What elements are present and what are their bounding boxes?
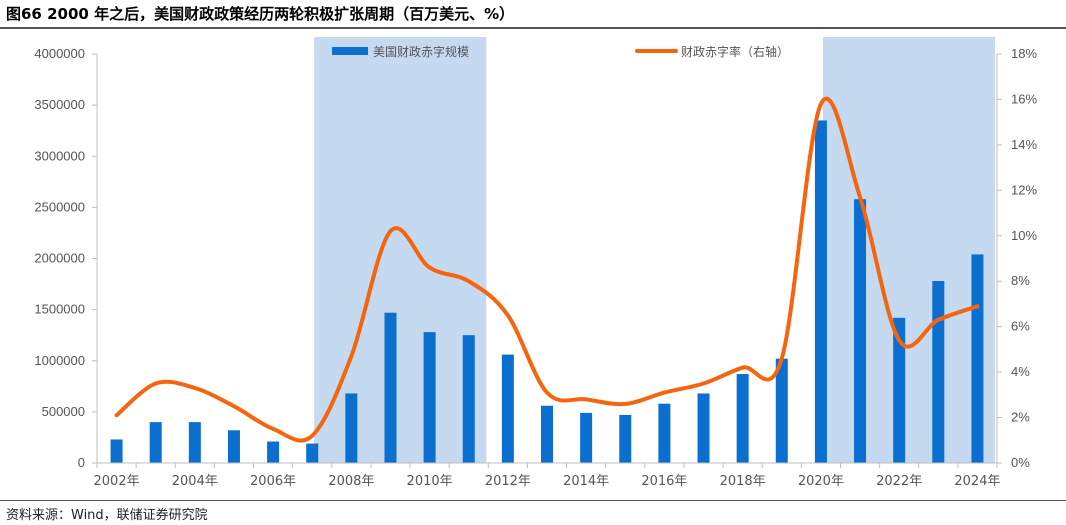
bar-2017年 xyxy=(697,393,710,463)
bar-2004年 xyxy=(188,422,201,463)
x-tick-label-2012年: 2012年 xyxy=(485,474,531,489)
legend: 美国财政赤字规模 财政赤字率（右轴） xyxy=(332,44,789,59)
left-tick-label: 3500000 xyxy=(34,97,85,112)
source-note: 资料来源：Wind，联储证券研究院 xyxy=(6,508,208,523)
shade-period-1 xyxy=(314,37,487,463)
bar-2005年 xyxy=(227,430,240,463)
bar-2006年 xyxy=(267,441,280,463)
x-tick-label-2014年: 2014年 xyxy=(563,474,609,489)
x-tick-label-2008年: 2008年 xyxy=(328,474,374,489)
legend-line-label: 财政赤字率（右轴） xyxy=(681,44,789,59)
right-tick-label: 2% xyxy=(1011,410,1030,425)
x-tick-label-2016年: 2016年 xyxy=(641,474,687,489)
left-axis-ticks: 0 500000 1000000 1500000 2000000 2500000 30000… xyxy=(34,46,97,470)
right-tick-label: 10% xyxy=(1011,228,1037,243)
x-tick-label-2002年: 2002年 xyxy=(94,474,140,489)
bar-2023年 xyxy=(932,280,945,463)
shaded-periods xyxy=(314,37,995,463)
right-tick-label: 12% xyxy=(1011,182,1037,197)
right-tick-label: 0% xyxy=(1011,455,1030,470)
bar-2011年 xyxy=(462,335,475,463)
x-tick-label-2006年: 2006年 xyxy=(250,474,296,489)
deficit-chart: 0 500000 1000000 1500000 2000000 2500000 30000… xyxy=(34,37,1037,489)
right-tick-label: 16% xyxy=(1011,91,1037,106)
bar-2009年 xyxy=(384,312,397,463)
bar-2015年 xyxy=(619,414,632,463)
bar-2003年 xyxy=(149,422,162,463)
x-tick-label-2022年: 2022年 xyxy=(876,474,922,489)
right-tick-label: 14% xyxy=(1011,137,1037,152)
deficit-rate-line xyxy=(114,96,980,443)
right-tick-label: 8% xyxy=(1011,273,1030,288)
bar-2013年 xyxy=(541,405,553,463)
left-tick-label: 1000000 xyxy=(34,353,85,368)
right-tick-label: 6% xyxy=(1011,319,1030,334)
left-tick-label: 1500000 xyxy=(34,302,85,317)
left-tick-label: 3000000 xyxy=(34,148,85,163)
bar-2019年 xyxy=(775,358,788,463)
right-tick-label: 4% xyxy=(1011,364,1030,379)
bar-2024年 xyxy=(971,254,984,463)
shade-period-2 xyxy=(822,37,995,463)
right-axis-ticks: 0% 2% 4% 6% 8% 10% 12% 14% 16% 18% xyxy=(997,46,1037,470)
deficit-bars xyxy=(110,120,984,464)
top-rule xyxy=(0,27,1066,29)
bar-2021年 xyxy=(854,199,867,463)
bar-2010年 xyxy=(423,332,436,463)
bar-2020年 xyxy=(814,120,827,464)
left-tick-label: 4000000 xyxy=(34,46,85,61)
x-axis-ticks: 2002年 2004年 2006年 2008年 2010年 2012年 2014年 2016年… xyxy=(94,463,1000,489)
left-tick-label: 500000 xyxy=(42,404,85,419)
bar-2008年 xyxy=(345,393,358,463)
bottom-rule xyxy=(0,500,1066,501)
legend-bar-swatch xyxy=(332,47,368,55)
bar-2002年 xyxy=(110,439,123,463)
x-tick-label-2018年: 2018年 xyxy=(720,474,766,489)
bar-2007年 xyxy=(306,443,319,463)
x-tick-label-2024年: 2024年 xyxy=(954,474,1000,489)
legend-bar-label: 美国财政赤字规模 xyxy=(373,44,469,59)
left-tick-label: 2500000 xyxy=(34,199,85,214)
left-tick-label: 2000000 xyxy=(34,251,85,266)
bar-2022年 xyxy=(893,317,906,463)
x-tick-label-2020年: 2020年 xyxy=(798,474,844,489)
bar-2016年 xyxy=(658,403,671,463)
bar-2018年 xyxy=(736,374,749,463)
x-tick-label-2004年: 2004年 xyxy=(172,474,218,489)
x-tick-label-2010年: 2010年 xyxy=(407,474,453,489)
right-tick-label: 18% xyxy=(1011,46,1037,61)
bar-2014年 xyxy=(580,412,593,463)
left-tick-label: 0 xyxy=(78,455,85,470)
bar-2012年 xyxy=(501,354,514,463)
figure-title: 图66 2000 年之后，美国财政政策经历两轮积极扩张周期（百万美元、%） xyxy=(6,5,515,23)
